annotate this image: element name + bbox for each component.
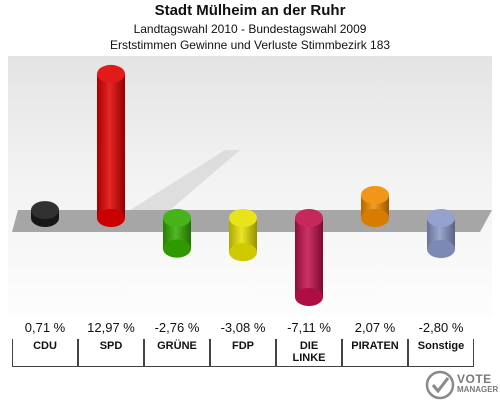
value-label: -2,80 % (418, 320, 464, 335)
category-label: CDU (13, 340, 77, 352)
bar-die-linke (295, 209, 323, 306)
category-bracket (408, 339, 474, 367)
logo-text-vote: VOTE (457, 372, 492, 386)
category-label: PIRATEN (343, 340, 407, 352)
category-bracket (342, 339, 408, 367)
category-label-line: DIE (299, 340, 319, 352)
category-label-line: LINKE (292, 352, 326, 364)
category-label: FDP (211, 340, 275, 352)
category-bracket (276, 339, 342, 367)
bar-series (31, 64, 455, 306)
category-label-line: FDP (232, 340, 254, 352)
category-label: Sonstige (409, 340, 473, 352)
bar-piraten (361, 186, 389, 227)
bar-sonstige (427, 209, 455, 259)
bar-spd (97, 64, 125, 227)
category-label-line: GRÜNE (157, 340, 197, 352)
category-bracket (144, 339, 210, 367)
category-labels-row: CDU SPD GRÜNE FDP DIE LINKE PIRATEN Sonstige (0, 337, 500, 371)
category-bracket (12, 339, 78, 367)
category-label: DIE LINKE (277, 340, 341, 364)
perspective-wall-shadow (130, 150, 240, 210)
category-label: GRÜNE (145, 340, 209, 352)
logo-text-manager: MANAGER (457, 385, 499, 394)
value-label: -2,76 % (154, 320, 200, 335)
bar-cdu (31, 201, 59, 227)
chart-subtitle-district: Erststimmen Gewinne und Verluste Stimmbe… (109, 38, 391, 52)
chart-subtitle-election: Landtagswahl 2010 - Bundestagswahl 2009 (133, 22, 367, 36)
value-labels-row: 0,71 % 12,97 % -2,76 % -3,08 % -7,11 % 2,07 %… (0, 319, 500, 337)
value-label: 12,97 % (87, 320, 135, 335)
category-bracket (78, 339, 144, 367)
value-label: -3,08 % (220, 320, 266, 335)
category-label: SPD (79, 340, 143, 352)
bar-grüne (163, 209, 191, 258)
plot-background (8, 56, 492, 316)
vote-manager-logo: VOTE MANAGER (425, 370, 500, 400)
bar-fdp (229, 209, 257, 262)
ballot-check-icon (425, 370, 455, 400)
category-label-line: Sonstige (417, 340, 465, 352)
value-label: 2,07 % (354, 320, 396, 335)
category-label-line: SPD (99, 340, 123, 352)
category-label-line: PIRATEN (351, 340, 399, 352)
category-bracket (210, 339, 276, 367)
category-label-line: CDU (33, 340, 57, 352)
value-label: 0,71 % (24, 320, 66, 335)
value-label: -7,11 % (287, 320, 331, 335)
chart-title: Stadt Mülheim an der Ruhr (154, 2, 346, 19)
